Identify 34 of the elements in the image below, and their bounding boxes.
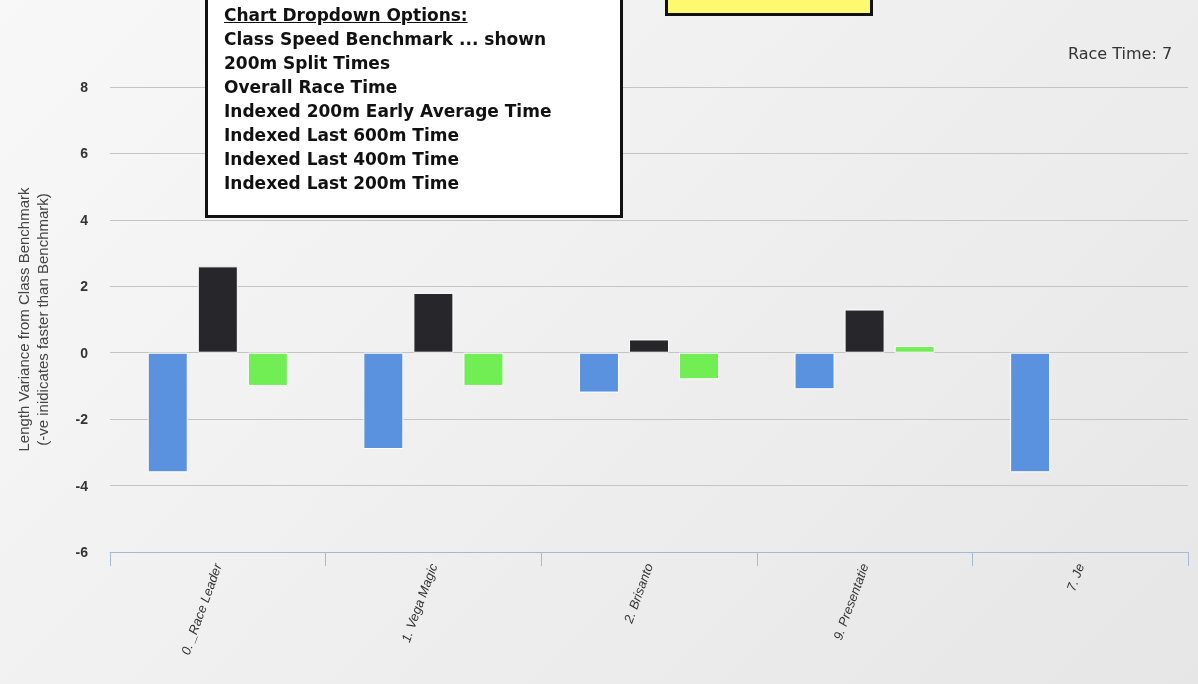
y-tick-label: 6 (80, 145, 89, 162)
text: Class Speed Benchmark ... shown (224, 29, 547, 49)
annotation: Indexed Last 200m Time (224, 172, 460, 195)
y-tick-label: -6 (75, 544, 89, 560)
bar (463, 352, 504, 386)
y-tick-label: 2 (80, 278, 89, 295)
bar (794, 352, 835, 390)
bar (894, 346, 935, 353)
bar (1010, 352, 1051, 473)
y-tick-label: 8 (80, 79, 89, 95)
bar (628, 339, 670, 353)
y-axis-title: Length Variance from Class Benchmark (-ve inidicates faster than Benchmark) (15, 187, 51, 452)
text: Race Time: 7 (1068, 44, 1173, 63)
annotation: Indexed Last 600m Time (224, 124, 460, 147)
y-tick-label: -4 (75, 477, 89, 494)
bar (578, 352, 619, 393)
x-tick-label: 1. Vega Magic (398, 560, 441, 645)
bar (363, 352, 404, 450)
x-tick-label: 0. _Race Leader (177, 560, 226, 657)
bar (844, 309, 885, 353)
annotation: Indexed 200m Early Average Time (224, 100, 553, 123)
y-tick-label: -2 (75, 411, 89, 428)
annotation: Indexed Last 400m Time (224, 148, 460, 171)
bar (247, 352, 288, 386)
y-tick-label: 4 (80, 211, 89, 228)
x-tick-label: 7. Je (1063, 561, 1088, 594)
text: 200m Split Times (224, 53, 391, 73)
text: Chart Dropdown Options: (224, 5, 468, 25)
bar (679, 352, 720, 380)
bar (197, 266, 238, 353)
bar (413, 292, 454, 353)
bar (147, 352, 188, 473)
y-tick-label: 0 (80, 344, 89, 361)
annotation: Overall Race Time (224, 76, 399, 99)
